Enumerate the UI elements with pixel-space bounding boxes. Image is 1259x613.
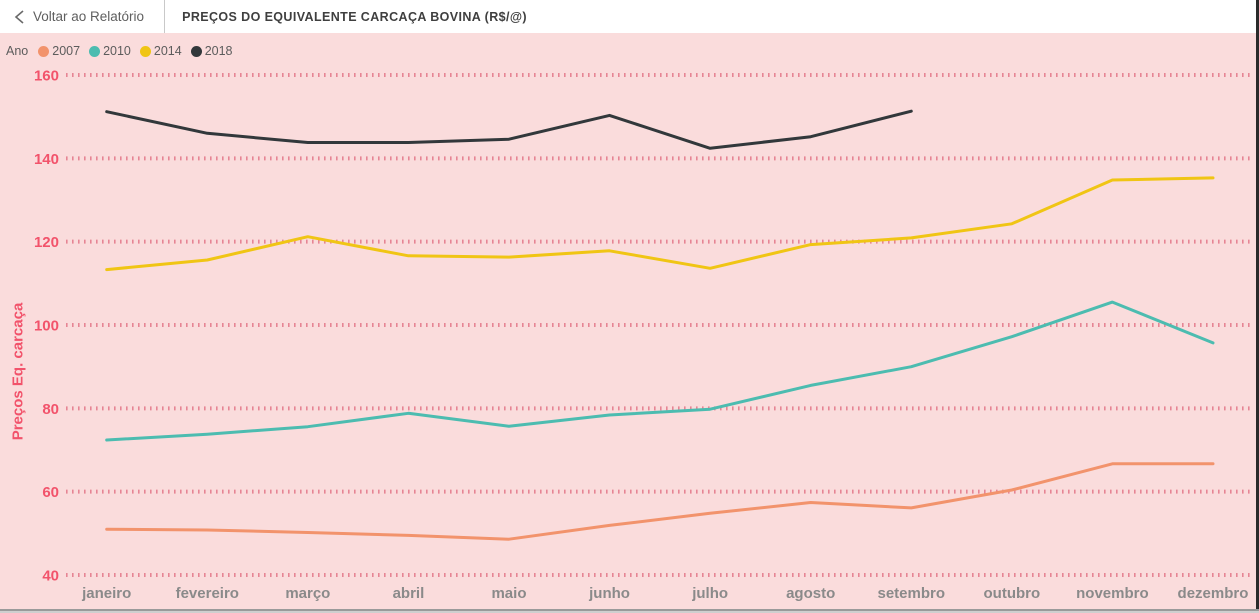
x-tick-label-novembro: novembro [1076, 585, 1149, 602]
x-tick-label-janeiro: janeiro [81, 585, 131, 602]
series-line-2007[interactable] [105, 462, 1215, 541]
legend-dot-2014 [139, 45, 151, 57]
legend-label-2014: 2014 [153, 44, 182, 58]
legend-item-2010[interactable]: 2010 [89, 44, 131, 58]
x-tick-label-setembro: setembro [877, 585, 945, 602]
chevron-left-icon [14, 9, 24, 24]
y-tick-label-160: 160 [34, 68, 59, 85]
back-to-report-label: Voltar ao Relatório [33, 9, 145, 24]
y-tick-label-140: 140 [34, 151, 59, 168]
legend-title: Ano [6, 44, 29, 58]
legend-label-2018: 2018 [204, 44, 233, 58]
y-tick-label-120: 120 [34, 234, 59, 251]
x-tick-label-junho: junho [588, 585, 630, 602]
x-tick-label-agosto: agosto [786, 585, 835, 602]
legend-item-2007[interactable]: 2007 [38, 44, 80, 58]
y-tick-label-60: 60 [42, 484, 59, 501]
x-tick-label-julho: julho [691, 585, 728, 602]
x-tick-label-março: março [285, 585, 330, 602]
x-tick-label-fevereiro: fevereiro [176, 585, 239, 602]
plot-area: 160 140 120 100 80 60 40 janeiro fevereiro março a… [34, 68, 1252, 602]
series-line-2014[interactable] [105, 176, 1215, 272]
window-bottom-edge [0, 609, 1259, 613]
legend-label-2007: 2007 [52, 44, 81, 58]
window-right-border [1256, 0, 1259, 613]
legend-dot-2018 [190, 45, 202, 57]
legend-dot-2010 [89, 45, 101, 57]
top-bar: Voltar ao Relatório PREÇOS DO EQUIVALENT… [0, 0, 1259, 33]
x-tick-label-dezembro: dezembro [1178, 585, 1249, 602]
legend-label-2010: 2010 [103, 44, 131, 58]
series-line-2010[interactable] [105, 300, 1215, 442]
page-title: PREÇOS DO EQUIVALENTE CARCAÇA BOVINA (R$… [182, 9, 527, 24]
line-chart-canvas: Ano 2007 2010 2014 2018 Preços Eq. carcaça … [0, 33, 1259, 613]
legend-item-2018[interactable]: 2018 [190, 44, 233, 58]
y-tick-label-80: 80 [42, 401, 59, 418]
header-divider [164, 0, 166, 33]
back-to-report-button[interactable]: Voltar ao Relatório [0, 0, 158, 33]
y-tick-label-40: 40 [42, 568, 59, 585]
legend-dot-2007 [38, 45, 50, 57]
x-tick-label-outubro: outubro [984, 585, 1041, 602]
legend: Ano 2007 2010 2014 2018 [6, 43, 242, 59]
legend-item-2014[interactable]: 2014 [139, 44, 182, 58]
x-tick-label-maio: maio [491, 585, 526, 602]
y-tick-label-100: 100 [34, 318, 59, 335]
series-line-2018[interactable] [105, 109, 913, 150]
x-tick-label-abril: abril [393, 585, 425, 602]
